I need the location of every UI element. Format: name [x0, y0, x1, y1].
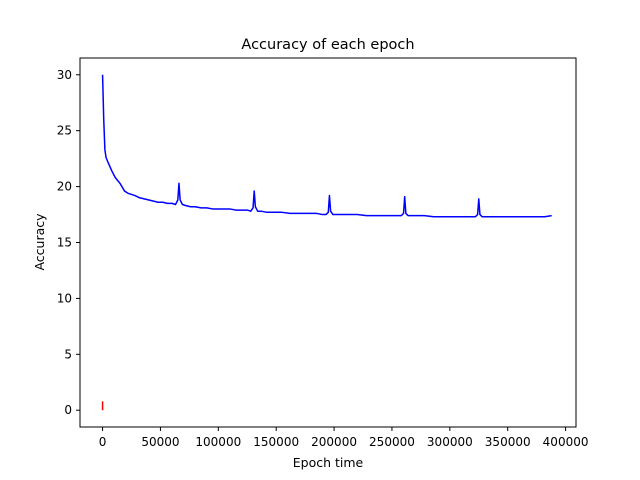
y-tick-label-2: 5 [64, 347, 72, 361]
chart-title: Accuracy of each epoch [241, 37, 414, 53]
y-tick-label-4: 15 [57, 236, 72, 250]
series-layer [101, 74, 552, 411]
x-tick-label-1: 0 [99, 435, 107, 449]
y-tick-label-3: 10 [57, 291, 72, 305]
y-tick-label-6: 25 [57, 124, 72, 138]
y-axis-label: Accuracy [32, 213, 47, 271]
y-tick-label-5: 20 [57, 180, 72, 194]
y-tick-label-1: 0 [64, 403, 72, 417]
y-tick-label-7: 30 [57, 68, 72, 82]
x-tick-label-4: 150000 [253, 435, 299, 449]
x-tick-label-9: 400000 [543, 435, 589, 449]
x-tick-label-8: 350000 [485, 435, 531, 449]
x-tick-label-3: 100000 [195, 435, 241, 449]
x-tick-label-7: 300000 [427, 435, 473, 449]
plot-frame [79, 57, 577, 428]
x-tick-label-6: 250000 [369, 435, 415, 449]
x-tick-label-2: 50000 [141, 435, 179, 449]
series-line-1 [101, 74, 552, 218]
x-axis-label: Epoch time [293, 455, 364, 470]
x-tick-label-5: 200000 [311, 435, 357, 449]
tick-layer: 0 50000 100000 150000 200000 250000 300000 3500… [57, 68, 589, 449]
